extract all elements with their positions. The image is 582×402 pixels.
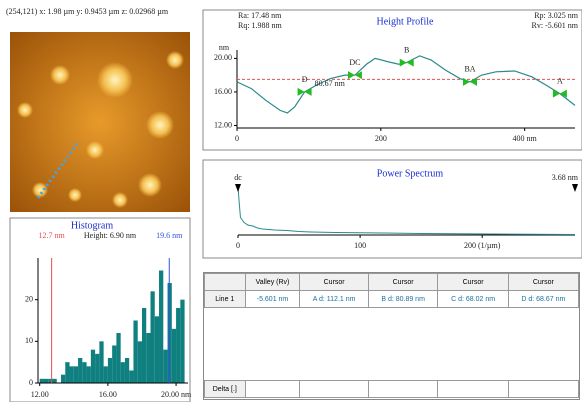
cursor-label: DC <box>349 58 360 67</box>
x-tick-label: 400 nm <box>513 134 538 143</box>
spacer <box>205 308 579 381</box>
stat: Rv: -5.601 nm <box>532 21 579 30</box>
hist-bar <box>172 329 176 383</box>
cell: D d: 68.67 nm <box>508 291 578 308</box>
y-tick-label: 10 <box>25 336 33 345</box>
hist-bar <box>142 308 146 383</box>
x-tick-label: 200 <box>375 134 387 143</box>
hist-bar <box>138 341 142 383</box>
right-label: 3.68 nm <box>552 173 579 182</box>
marker-label: 12.7 nm <box>39 231 66 240</box>
column-header: Cursor <box>300 274 368 291</box>
stat: Rp: 3.025 nm <box>534 11 579 20</box>
y-unit: nm <box>219 43 230 52</box>
cell: -5.601 nm <box>245 291 300 308</box>
hist-bar <box>108 358 112 383</box>
x-tick-label: 16.00 <box>99 390 117 399</box>
x-tick-label: 20.00 nm <box>161 390 192 399</box>
y-tick-label: 16.00 <box>214 87 232 96</box>
hist-bar <box>61 375 65 383</box>
hist-bar <box>65 362 69 383</box>
cell <box>245 381 300 398</box>
column-header: Cursor <box>438 274 508 291</box>
page: (254,121) x: 1.98 µm y: 0.9453 µm z: 0.0… <box>0 0 582 402</box>
row-header: Delta [.] <box>205 381 246 398</box>
cursor-label: BA <box>464 65 475 74</box>
hist-bar <box>159 271 163 384</box>
x-tick-label: 0 <box>235 134 239 143</box>
y-tick-label: 20 <box>25 294 33 303</box>
hist-bar <box>52 379 56 383</box>
y-tick-label: 20.00 <box>214 53 232 62</box>
x-tick-label: 100 <box>354 241 366 250</box>
hist-bar <box>151 291 155 383</box>
y-tick-label: 12.00 <box>214 120 232 129</box>
cell: C d: 68.02 nm <box>438 291 508 308</box>
row: Delta [.] <box>205 381 579 398</box>
hist-bar <box>133 321 137 384</box>
profile-title: Height Profile <box>377 16 434 27</box>
hist-bar <box>40 379 44 383</box>
hist-bar <box>155 316 159 383</box>
hist-bar <box>70 366 74 383</box>
column-header: Valley (Rv) <box>245 274 300 291</box>
cell <box>508 381 578 398</box>
hist-bar <box>121 362 125 383</box>
column-header: Cursor <box>508 274 578 291</box>
cursor-label: D <box>302 75 308 84</box>
hist-bar <box>82 362 86 383</box>
cell <box>300 381 368 398</box>
hist-bar <box>112 346 116 384</box>
cell: B d: 80.89 nm <box>368 291 438 308</box>
hist-bar <box>44 379 48 383</box>
cell <box>438 381 508 398</box>
hist-bar <box>99 341 103 383</box>
x-tick-label: 0 <box>236 241 240 250</box>
hist-bar <box>87 366 91 383</box>
blank <box>205 308 579 381</box>
y-tick-label: 0 <box>29 378 33 387</box>
hist-bar <box>116 333 120 383</box>
histogram-height: Height: 6.90 nm <box>84 231 137 240</box>
histogram-title: Histogram <box>71 220 113 231</box>
marker-label: 19.6 nm <box>156 231 183 240</box>
hist-bar <box>95 354 99 383</box>
hist-bar <box>163 350 167 383</box>
dc-label: dc <box>234 173 242 182</box>
hist-bar <box>129 371 133 384</box>
hist-bar <box>104 366 108 383</box>
x-tick-label: 12.00 <box>31 390 49 399</box>
stat: Ra: 17.48 nm <box>238 11 282 20</box>
corner <box>205 274 246 291</box>
cursor-label: A <box>557 76 563 85</box>
coords: (254,121) x: 1.98 µm y: 0.9453 µm z: 0.0… <box>6 7 169 16</box>
stat: Rq: 1.988 nm <box>238 21 283 30</box>
hist-bar <box>125 358 129 383</box>
hist-bar <box>176 308 180 383</box>
x-tick-label: 200 (1/µm) <box>464 241 501 250</box>
spectrum-title: Power Spectrum <box>377 168 444 179</box>
cell <box>368 381 438 398</box>
hist-bar <box>146 333 150 383</box>
row-header: Line 1 <box>205 291 246 308</box>
column-header: Cursor <box>368 274 438 291</box>
cell: A d: 112.1 nm <box>300 291 368 308</box>
afm-image <box>10 32 190 212</box>
hist-bar <box>78 358 82 383</box>
hist-bar <box>74 366 78 383</box>
hist-bar <box>180 300 184 383</box>
annotation: 80.67 nm <box>315 79 346 88</box>
cursor-label: B <box>404 45 409 54</box>
hist-bar <box>91 350 95 383</box>
